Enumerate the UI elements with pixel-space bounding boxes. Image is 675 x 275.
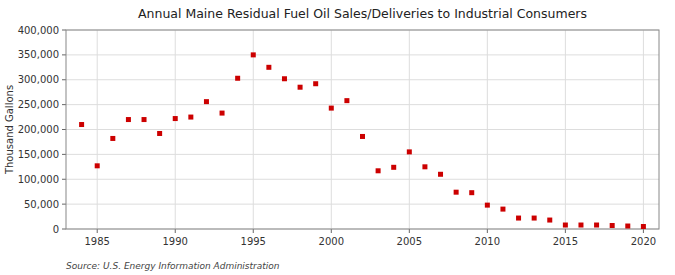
point xyxy=(391,165,396,170)
plot-area xyxy=(66,30,659,229)
tick-label: 200,000 xyxy=(18,124,59,135)
point xyxy=(329,106,334,111)
tick-label: 100,000 xyxy=(18,174,59,185)
tick xyxy=(62,154,66,155)
grid-line xyxy=(66,129,659,130)
tick xyxy=(175,229,176,233)
tick xyxy=(487,229,488,233)
tick xyxy=(62,79,66,80)
grid-line xyxy=(66,54,659,55)
point xyxy=(79,122,84,127)
point xyxy=(251,52,256,57)
tick xyxy=(409,229,410,233)
point xyxy=(235,76,240,81)
grid-line xyxy=(66,104,659,105)
tick xyxy=(62,179,66,180)
point xyxy=(578,223,583,228)
point xyxy=(641,224,646,229)
grid-line xyxy=(409,30,410,229)
point xyxy=(157,131,162,136)
tick-label: 250,000 xyxy=(18,99,59,110)
title: Annual Maine Residual Fuel Oil Sales/Del… xyxy=(138,6,587,21)
tick-label: 150,000 xyxy=(18,149,59,160)
point xyxy=(376,168,381,173)
tick xyxy=(331,229,332,233)
grid xyxy=(66,30,659,229)
tick xyxy=(253,229,254,233)
grid-line xyxy=(565,30,566,229)
tick-label: 2015 xyxy=(553,236,578,247)
grid-line xyxy=(66,79,659,80)
tick-label: 1990 xyxy=(163,236,188,247)
point xyxy=(282,76,287,81)
point xyxy=(220,111,225,116)
grid-line xyxy=(643,30,644,229)
point xyxy=(313,81,318,86)
grid-line xyxy=(97,30,98,229)
tick xyxy=(62,229,66,230)
points xyxy=(79,52,646,229)
point xyxy=(594,223,599,228)
point xyxy=(298,85,303,90)
point xyxy=(422,164,427,169)
point xyxy=(344,98,349,103)
tick-label: 2020 xyxy=(631,236,656,247)
point xyxy=(625,224,630,229)
axis-label: Thousand Gallons xyxy=(4,85,15,175)
point xyxy=(547,218,552,223)
tick-label: 350,000 xyxy=(18,49,59,60)
axes: 0 50,000 100,000 150,000 200,000 250,000 300,0… xyxy=(18,25,659,248)
point xyxy=(204,99,209,104)
tick xyxy=(97,229,98,233)
point xyxy=(95,163,100,168)
tick xyxy=(62,30,66,31)
grid-line xyxy=(66,204,659,205)
point xyxy=(500,207,505,212)
point xyxy=(438,172,443,177)
grid-line xyxy=(66,179,659,180)
tick-label: 2005 xyxy=(397,236,422,247)
grid-line xyxy=(487,30,488,229)
point xyxy=(110,136,115,141)
point xyxy=(266,65,271,70)
point xyxy=(407,149,412,154)
point xyxy=(485,203,490,208)
tick-label: 0 xyxy=(53,224,59,235)
grid-line xyxy=(66,154,659,155)
tick-label: 400,000 xyxy=(18,25,59,36)
chart: 0 50,000 100,000 150,000 200,000 250,000 300,0… xyxy=(0,0,675,275)
point xyxy=(188,115,193,120)
point xyxy=(142,117,147,122)
tick-label: 300,000 xyxy=(18,74,59,85)
tick-label: 2000 xyxy=(319,236,344,247)
point xyxy=(532,216,537,221)
source-note: Source: U.S. Energy Information Administ… xyxy=(66,261,280,271)
grid-line xyxy=(331,30,332,229)
plot-frame xyxy=(66,30,659,229)
grid-line xyxy=(253,30,254,229)
point xyxy=(173,116,178,121)
tick xyxy=(643,229,644,233)
tick-label: 50,000 xyxy=(24,199,59,210)
tick-label: 1985 xyxy=(84,236,109,247)
tick-label: 1995 xyxy=(241,236,266,247)
point xyxy=(563,223,568,228)
point xyxy=(360,134,365,139)
tick xyxy=(62,104,66,105)
tick xyxy=(62,129,66,130)
grid-line xyxy=(175,30,176,229)
point xyxy=(469,190,474,195)
point xyxy=(454,190,459,195)
tick xyxy=(62,204,66,205)
point xyxy=(516,216,521,221)
tick xyxy=(62,54,66,55)
point xyxy=(126,117,131,122)
tick xyxy=(565,229,566,233)
chart-container: 0 50,000 100,000 150,000 200,000 250,000 300,0… xyxy=(0,0,675,275)
point xyxy=(610,223,615,228)
tick-label: 2010 xyxy=(475,236,500,247)
